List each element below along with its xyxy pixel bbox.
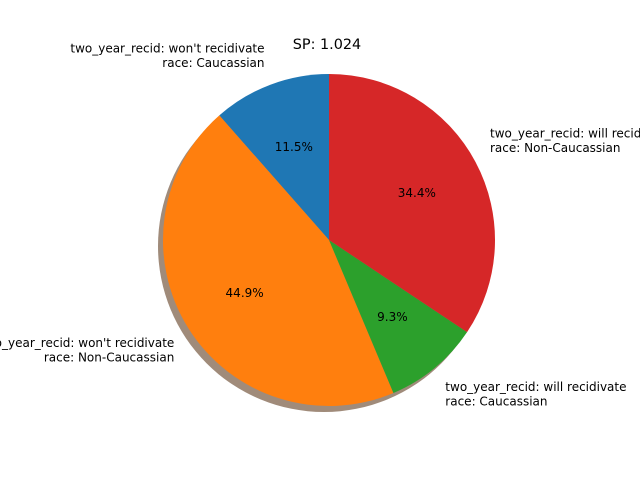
pie-slice-label-1: two_year_recid: won't recidivate race: Ca… <box>70 42 264 71</box>
pie-slice-label-line: two_year_recid: won't recidivate <box>70 42 264 56</box>
pie-slice-label-line: race: Non-Caucassian <box>490 141 620 155</box>
pie-slice-label-line: race: Caucassian <box>445 394 547 408</box>
pie-slice-label-3: two_year_recid: will recidivate race: Cau… <box>445 380 626 409</box>
pie-slice-1 <box>219 74 329 240</box>
pie-percent-label-4: 34.4% <box>398 186 436 200</box>
chart-title: SP: 1.024 <box>293 37 361 53</box>
pie-slice-label-line: race: Caucassian <box>162 56 264 70</box>
pie-slice-4 <box>329 74 495 333</box>
pie-percent-label-2: 44.9% <box>226 286 264 300</box>
pie-slice-labels: two_year_recid: won't recidivate race: Ca… <box>0 42 640 409</box>
pie-percent-labels: 11.5% 44.9% 9.3% 34.4% <box>226 140 436 324</box>
pie-slice-2 <box>162 115 394 407</box>
pie-percent-label-1: 11.5% <box>275 140 313 154</box>
pie-slice-3 <box>329 240 468 393</box>
pie-slice-label-line: race: Non-Caucassian <box>44 351 174 365</box>
pie-percent-label-3: 9.3% <box>377 310 408 324</box>
pie-slice-label-line: two_year_recid: will recidivate <box>490 126 640 140</box>
pie-slices <box>162 74 495 407</box>
pie-slice-label-line: two_year_recid: won't recidivate <box>0 336 174 350</box>
pie-slice-label-line: two_year_recid: will recidivate <box>445 380 626 394</box>
